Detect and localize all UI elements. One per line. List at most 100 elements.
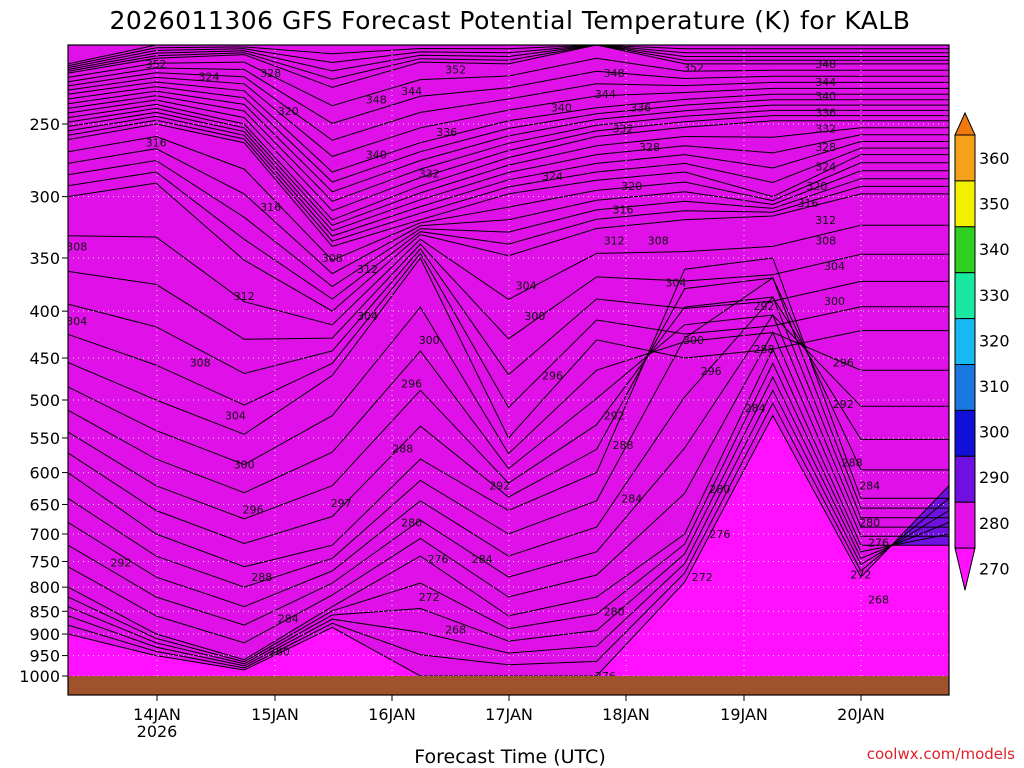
contour-label: 284 bbox=[278, 612, 299, 625]
contour-label: 280 bbox=[709, 483, 730, 496]
contour-label: 284 bbox=[859, 480, 880, 493]
y-tick-label: 1000 bbox=[19, 667, 60, 686]
contour-label: 344 bbox=[401, 85, 422, 98]
contour-label: 296 bbox=[701, 365, 722, 378]
y-tick-label: 350 bbox=[29, 249, 60, 268]
contour-label: 328 bbox=[815, 141, 836, 154]
colorbar-tick-label: 350 bbox=[979, 195, 1010, 214]
contour-label: 344 bbox=[815, 76, 836, 89]
contour-labels: 352 324 328 320 316 316 308 312 304 308 304 300 296 2… bbox=[66, 58, 889, 683]
contour-label: 304 bbox=[66, 315, 87, 328]
contour-label: 304 bbox=[516, 279, 537, 292]
theta-contours bbox=[68, 45, 949, 677]
contour-label: 320 bbox=[621, 180, 642, 193]
y-tick-label: 900 bbox=[29, 625, 60, 644]
contour-label: 288 bbox=[754, 343, 775, 356]
contour-label: 276 bbox=[428, 553, 449, 566]
isentrope-line bbox=[68, 243, 949, 340]
isentrope-line bbox=[68, 148, 949, 275]
isentrope-line bbox=[68, 296, 949, 520]
contour-label: 324 bbox=[199, 71, 220, 84]
contour-label: 348 bbox=[815, 58, 836, 71]
y-tick-label: 300 bbox=[29, 188, 60, 207]
contour-label: 324 bbox=[815, 160, 836, 173]
contour-label: 328 bbox=[639, 141, 660, 154]
contour-label: 288 bbox=[392, 443, 413, 456]
colorbar-bottom-arrow bbox=[954, 547, 976, 591]
isentrope-line bbox=[68, 45, 949, 69]
x-tick-label: 20JAN bbox=[837, 705, 885, 724]
contour-label: 296 bbox=[243, 503, 264, 516]
contour-label: 284 bbox=[621, 492, 642, 505]
chart-title: 2026011306 GFS Forecast Potential Temper… bbox=[110, 6, 911, 35]
y-tick-label: 500 bbox=[29, 391, 60, 410]
contour-label: 332 bbox=[419, 167, 440, 180]
x-tick-label: 18JAN bbox=[602, 705, 650, 724]
contour-label: 300 bbox=[234, 459, 255, 472]
contour-label: 296 bbox=[542, 369, 563, 382]
contour-label: 288 bbox=[613, 439, 634, 452]
colorbar-segment bbox=[954, 409, 976, 457]
isentrope-line bbox=[68, 314, 949, 626]
isentrope-line bbox=[68, 314, 949, 494]
isentrope-line bbox=[68, 389, 949, 667]
colorbar-tick-label: 340 bbox=[979, 240, 1010, 259]
contour-label: 312 bbox=[604, 235, 625, 248]
colorbar-segment bbox=[954, 455, 976, 503]
contour-label: 308 bbox=[322, 252, 343, 265]
contour-label: 280 bbox=[859, 516, 880, 529]
contour-label: 320 bbox=[806, 180, 827, 193]
contour-label: 352 bbox=[683, 62, 704, 75]
contour-label: 336 bbox=[436, 126, 457, 139]
x-tick-label: 16JAN bbox=[368, 705, 416, 724]
contour-label: 308 bbox=[815, 235, 836, 248]
y-tick-label: 950 bbox=[29, 647, 60, 666]
contour-label: 280 bbox=[269, 645, 290, 658]
isentrope-line bbox=[68, 45, 949, 72]
contour-label: 292 bbox=[110, 557, 131, 570]
colorbar-tick-label: 290 bbox=[979, 468, 1010, 487]
contour-label: 300 bbox=[683, 334, 704, 347]
contour-label: 316 bbox=[146, 137, 167, 150]
contour-label: 304 bbox=[824, 260, 845, 273]
isentrope-line bbox=[68, 375, 949, 665]
contour-label: 308 bbox=[190, 356, 211, 369]
x-axis-title: Forecast Time (UTC) bbox=[414, 746, 605, 768]
contour-label: 296 bbox=[401, 378, 422, 391]
contour-label: 340 bbox=[551, 102, 572, 115]
contour-label: 292 bbox=[489, 480, 510, 493]
isentrope-line bbox=[68, 252, 949, 409]
y-tick-label: 700 bbox=[29, 525, 60, 544]
contour-label: 336 bbox=[815, 107, 836, 120]
isentrope-line bbox=[68, 331, 949, 644]
colorbar-tick-label: 280 bbox=[979, 514, 1010, 533]
isentrope-line bbox=[68, 95, 949, 202]
contour-label: 312 bbox=[234, 290, 255, 303]
y-tick-label: 550 bbox=[29, 429, 60, 448]
colorbar: 360 350 340 330 320 310 300 290 280 270 bbox=[954, 111, 1010, 591]
colorbar-segment bbox=[954, 226, 976, 274]
contour-label: 332 bbox=[613, 123, 634, 136]
contour-label: 324 bbox=[542, 170, 563, 183]
contour-label: 308 bbox=[648, 235, 669, 248]
contour-label: 348 bbox=[604, 67, 625, 80]
y-tick-label: 250 bbox=[29, 115, 60, 134]
isentrope-line bbox=[68, 296, 949, 608]
isentrope-line bbox=[68, 45, 949, 67]
x-tick-label: 15JAN bbox=[251, 705, 299, 724]
isentrope-line bbox=[68, 72, 949, 141]
colorbar-tick-label: 360 bbox=[979, 149, 1010, 168]
colorbar-segment bbox=[954, 180, 976, 228]
isentrope-line bbox=[68, 45, 949, 88]
colorbar-tick-label: 310 bbox=[979, 377, 1010, 396]
isentrope-line bbox=[68, 171, 949, 300]
y-tick-label: 800 bbox=[29, 578, 60, 597]
isentrope-line bbox=[68, 362, 949, 663]
x-axis-year-label: 2026 bbox=[137, 722, 178, 741]
contour-label: 296 bbox=[833, 356, 854, 369]
contour-label: 332 bbox=[815, 123, 836, 136]
contour-label: 312 bbox=[815, 214, 836, 227]
colorbar-tick-label: 320 bbox=[979, 331, 1010, 350]
contour-label: 280 bbox=[604, 605, 625, 618]
y-axis: 250 300 350 400 450 500 550 600 650 700 750 800 850 9… bbox=[19, 115, 68, 686]
